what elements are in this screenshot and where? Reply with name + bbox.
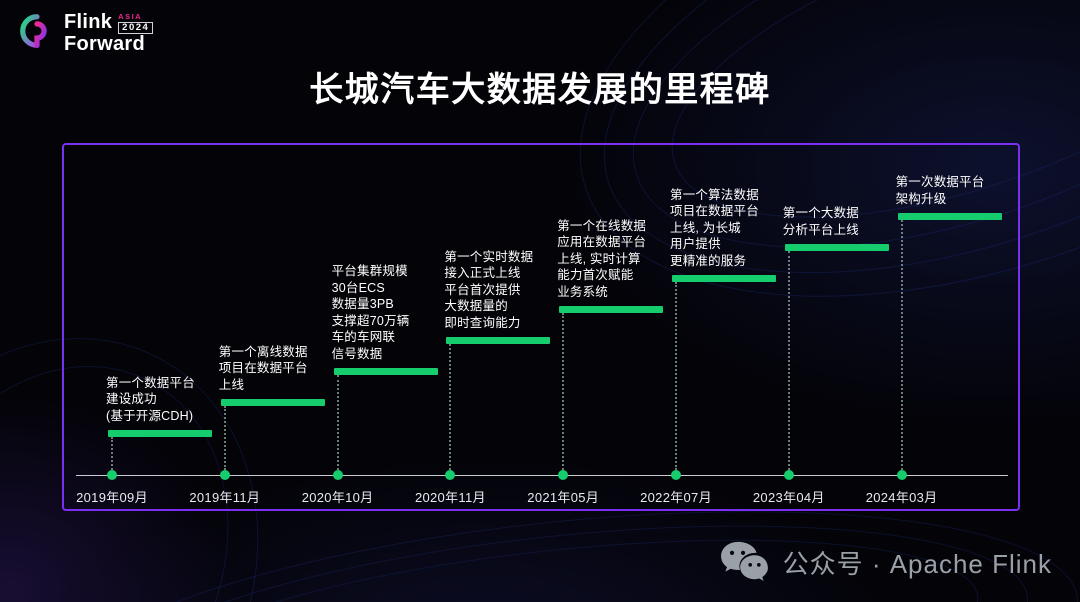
timeline-dot: [558, 470, 569, 480]
timeline-date: 2020年11月: [414, 490, 486, 505]
timeline-date: 2019年11月: [189, 490, 261, 505]
wechat-icon: [720, 541, 768, 581]
milestone-connector: [111, 437, 113, 470]
flink-forward-logo-icon: [20, 14, 47, 48]
milestone-bar: [108, 430, 212, 437]
milestone-bar: [559, 306, 664, 313]
timeline-axis: [76, 475, 1008, 476]
timeline-dot: [107, 470, 117, 480]
timeline-dot: [219, 470, 230, 480]
milestone-connector: [675, 282, 677, 470]
milestone-bar: [220, 399, 325, 406]
milestone-label: 第一个实时数据 接入正式上线 平台首次提供 大数据量的 即时查询能力: [444, 249, 534, 330]
timeline-dot: [445, 470, 456, 480]
page-title: 长城汽车大数据发展的里程碑: [309, 71, 771, 109]
milestone-bar: [784, 244, 889, 251]
milestone-connector: [787, 251, 790, 470]
milestone-connector: [562, 313, 565, 470]
milestone-bar: [672, 275, 776, 282]
milestone-connector: [336, 375, 339, 470]
milestone-label: 第一次数据平台 架构升级: [895, 175, 985, 206]
timeline-chart: 第一个数据平台 建设成功 (基于开源CDH) 2019年09月 第一个离线数据 项目…: [62, 143, 1020, 511]
timeline-dot: [896, 470, 907, 480]
logo-text: Flink ASIA 2024 Forward: [64, 11, 154, 55]
milestone-connector: [449, 344, 452, 470]
timeline-dot: [783, 470, 794, 480]
milestone-label: 第一个大数据 分析平台上线: [782, 206, 859, 237]
milestone-label: 第一个在线数据 应用在数据平台 上线, 实时计算 能力首次赋能 业务系统: [557, 218, 647, 299]
milestone-label: 平台集群规模 30台ECS 数据量3PB 支撑超70万辆 车的车网联 信号数据: [331, 264, 410, 361]
milestone-bar: [333, 368, 438, 375]
milestone-connector: [223, 406, 226, 470]
timeline-date: 2024年03月: [865, 490, 938, 505]
timeline-date: 2022年07月: [640, 490, 712, 505]
milestone-label: 第一个离线数据 项目在数据平台 上线: [218, 344, 308, 392]
milestone-bar: [446, 337, 551, 344]
timeline-date: 2023年04月: [752, 490, 825, 505]
milestone-label: 第一个算法数据 项目在数据平台 上线, 为长城 用户提供 更精准的服务: [670, 187, 759, 268]
timeline-date: 2019年09月: [76, 490, 148, 505]
milestone-label: 第一个数据平台 建设成功 (基于开源CDH): [106, 375, 195, 423]
logo-year-label: 2024: [118, 21, 154, 34]
logo-word-flink: Flink: [64, 11, 113, 33]
timeline-date: 2021年05月: [527, 490, 600, 505]
flink-forward-logo: Flink ASIA 2024 Forward: [18, 11, 154, 55]
wechat-account-label: 公众号 · Apache Flink: [782, 548, 1052, 579]
wechat-footer: 公众号 · Apache Flink: [719, 540, 1052, 584]
milestone-bar: [897, 213, 1002, 220]
timeline-date: 2020年10月: [301, 490, 374, 505]
timeline-dot: [671, 470, 681, 480]
logo-asia-label: ASIA: [118, 12, 143, 21]
milestone-connector: [900, 220, 903, 470]
timeline-dot: [332, 470, 343, 480]
logo-word-forward: Forward: [64, 32, 145, 55]
